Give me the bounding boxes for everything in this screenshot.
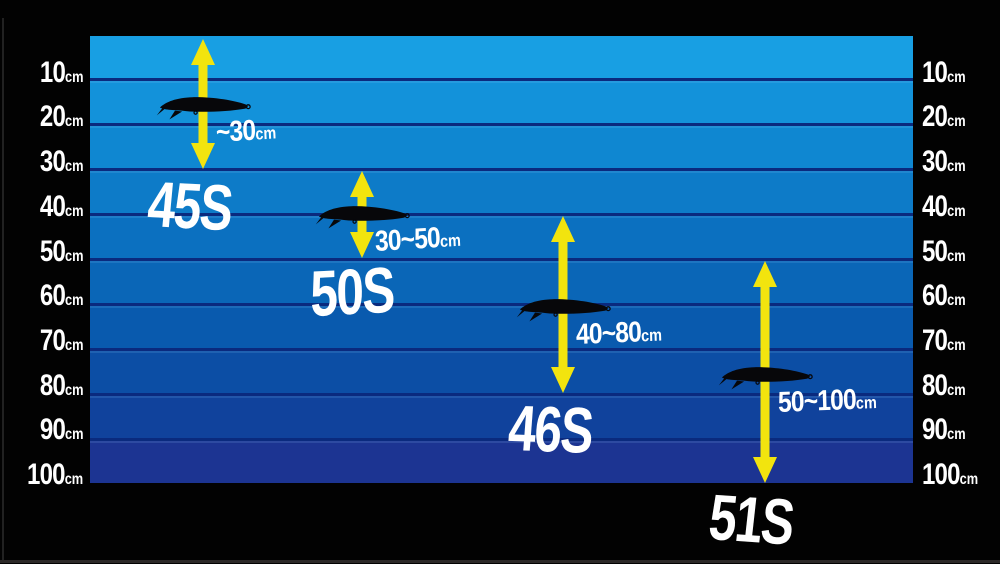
depth-tick-label: 10cm <box>922 55 966 89</box>
depth-tick-label: 100cm <box>922 458 979 491</box>
depth-tick-label: 40cm <box>922 189 966 223</box>
photo-edge-left <box>2 18 4 560</box>
depth-tick-label: 20cm <box>922 100 966 134</box>
depth-tick-label: 40cm <box>39 189 83 223</box>
depth-tick-label: 20cm <box>39 100 83 134</box>
depth-tick-label: 60cm <box>39 279 83 313</box>
depth-band <box>90 438 913 483</box>
depth-band <box>90 348 913 393</box>
depth-band <box>90 393 913 438</box>
depth-tick-label: 90cm <box>39 413 83 447</box>
depth-tick-label: 30cm <box>922 145 966 179</box>
depth-tick-label: 50cm <box>922 234 966 268</box>
depth-band <box>90 258 913 303</box>
depth-tick-label: 70cm <box>922 323 966 357</box>
depth-band <box>90 78 913 123</box>
depth-tick-label: 50cm <box>39 234 83 268</box>
depth-band <box>90 303 913 348</box>
photo-edge-bottom <box>0 560 1000 563</box>
depth-tick-label: 80cm <box>922 368 966 402</box>
depth-tick-label: 90cm <box>922 413 966 447</box>
depth-band <box>90 168 913 213</box>
lure-model-label: 51S <box>705 481 797 560</box>
depth-tick-label: 60cm <box>922 279 966 313</box>
depth-tick-label: 80cm <box>39 368 83 402</box>
depth-band <box>90 123 913 168</box>
water-area <box>90 36 913 483</box>
depth-tick-label: 70cm <box>39 323 83 357</box>
depth-tick-label: 10cm <box>39 55 83 89</box>
depth-band <box>90 36 913 78</box>
depth-tick-label: 30cm <box>39 145 83 179</box>
depth-tick-label: 100cm <box>26 458 83 491</box>
depth-band <box>90 213 913 258</box>
